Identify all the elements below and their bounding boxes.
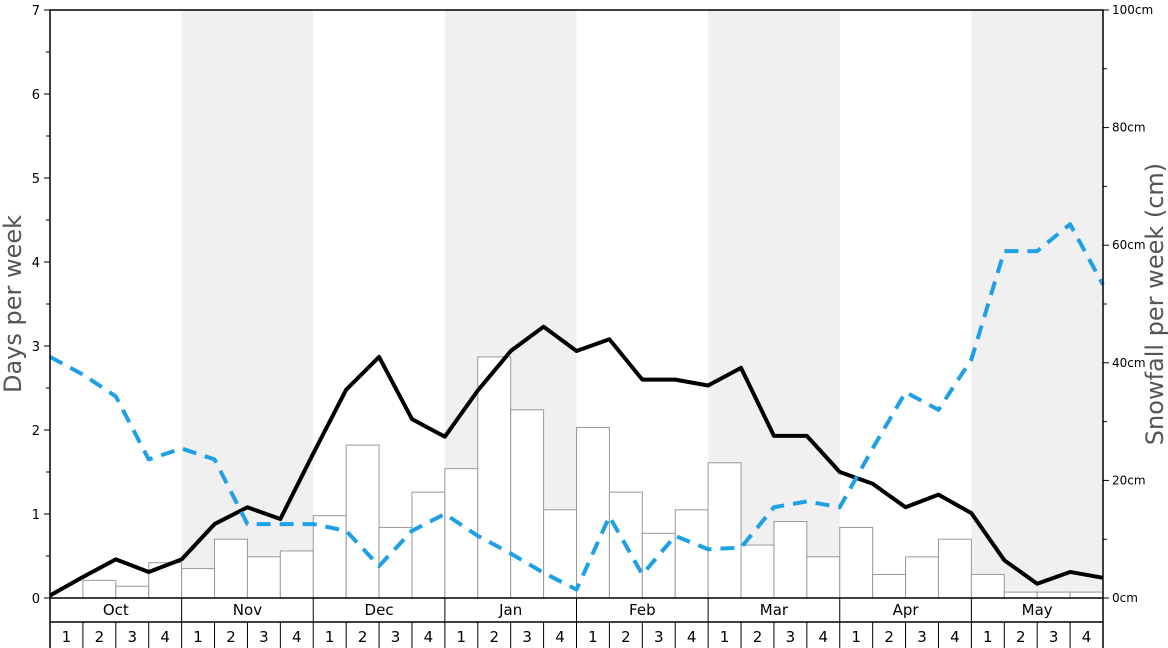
week-label: 3 xyxy=(1049,628,1059,646)
week-label: 2 xyxy=(753,628,763,646)
dashed-blue-line xyxy=(49,222,1105,592)
week-label: 4 xyxy=(819,628,829,646)
month-shade-may xyxy=(971,10,1103,598)
left-tick-label: 4 xyxy=(32,256,40,271)
week-label: 3 xyxy=(917,628,927,646)
week-label: 1 xyxy=(193,628,203,646)
snowfall-bar xyxy=(806,556,841,599)
snowfall-bar xyxy=(411,491,446,599)
week-label: 3 xyxy=(391,628,401,646)
week-label: 2 xyxy=(95,628,105,646)
week-label: 2 xyxy=(226,628,236,646)
month-label: Jan xyxy=(498,601,522,619)
snowfall-bar xyxy=(246,556,281,599)
month-label: Oct xyxy=(103,601,129,619)
week-label: 1 xyxy=(983,628,993,646)
right-tick-label: 60cm xyxy=(1112,238,1146,252)
week-label: 1 xyxy=(851,628,861,646)
week-label: 3 xyxy=(522,628,532,646)
right-tick-label: 40cm xyxy=(1112,356,1146,370)
left-tick-label: 0 xyxy=(32,592,40,607)
snowfall-bar xyxy=(510,409,545,599)
left-tick-label: 5 xyxy=(32,172,40,187)
month-label: Dec xyxy=(365,601,394,619)
right-axis: 0cm 20cm 40cm 60cm 80cm 100cm xyxy=(1103,3,1153,605)
week-label: 1 xyxy=(720,628,730,646)
snowfall-bar xyxy=(872,573,907,599)
right-tick-label: 20cm xyxy=(1112,473,1146,487)
snowfall-bar xyxy=(115,585,150,599)
month-shading-layer xyxy=(181,10,1103,598)
week-label: 4 xyxy=(1082,628,1092,646)
right-axis-title: Snowfall per week (cm) xyxy=(1141,163,1168,445)
month-label: Apr xyxy=(893,601,920,619)
snowfall-bar xyxy=(477,356,512,599)
week-label: 4 xyxy=(292,628,302,646)
snowfall-bar xyxy=(543,509,577,599)
snowfall-bar xyxy=(82,579,117,599)
snowfall-bar xyxy=(181,568,216,599)
snowfall-bar xyxy=(740,544,775,599)
week-label: 4 xyxy=(687,628,697,646)
week-label: 3 xyxy=(259,628,269,646)
week-label: 4 xyxy=(160,628,170,646)
month-shade-nov xyxy=(181,10,314,598)
snowfall-bar xyxy=(345,444,380,599)
snowfall-bar xyxy=(576,426,610,599)
snowfall-bar xyxy=(839,526,874,599)
week-label: 4 xyxy=(555,628,565,646)
month-label: Mar xyxy=(760,601,789,619)
left-axis-title: Days per week xyxy=(0,215,27,393)
week-label: 1 xyxy=(588,628,598,646)
week-label: 4 xyxy=(950,628,960,646)
week-label: 1 xyxy=(62,628,72,646)
left-tick-label: 6 xyxy=(32,88,40,103)
week-label: 3 xyxy=(654,628,664,646)
month-label: Feb xyxy=(629,601,656,619)
week-label: 2 xyxy=(1016,628,1026,646)
snowfall-bar xyxy=(905,556,939,599)
snowfall-bar xyxy=(937,538,972,599)
month-label: May xyxy=(1022,601,1053,619)
solid-black-line xyxy=(49,324,1104,598)
snowfall-bar xyxy=(970,573,1005,599)
month-label: Nov xyxy=(233,601,262,619)
day-lines xyxy=(49,222,1105,598)
week-label: 1 xyxy=(457,628,467,646)
snowfall-bar xyxy=(674,509,709,599)
right-tick-label: 80cm xyxy=(1112,121,1146,135)
left-tick-label: 2 xyxy=(32,424,40,439)
week-label: 2 xyxy=(884,628,894,646)
snowfall-bar xyxy=(707,462,742,599)
week-label: 3 xyxy=(127,628,137,646)
snowfall-bar xyxy=(1069,591,1104,599)
left-tick-label: 3 xyxy=(32,340,40,355)
snowfall-bar xyxy=(1036,591,1071,599)
snowfall-bar xyxy=(279,550,314,599)
right-tick-label: 0cm xyxy=(1112,591,1138,605)
snowfall-bar xyxy=(773,521,808,599)
week-label: 3 xyxy=(786,628,796,646)
month-week-axis: Oct 1 2 3 4 Nov 1 2 3 4 Dec 1 2 3 4 Jan 1 2 3 4 Feb 1 2 3 4 Mar 1 2… xyxy=(49,598,1104,648)
week-label: 4 xyxy=(424,628,434,646)
snowfall-bars xyxy=(82,356,1104,599)
snowfall-bar xyxy=(1003,591,1038,599)
week-label: 2 xyxy=(358,628,368,646)
left-axis: 0 1 2 3 4 5 6 7 xyxy=(32,4,50,607)
week-label: 2 xyxy=(621,628,631,646)
left-tick-label: 7 xyxy=(32,4,40,19)
right-tick-label: 100cm xyxy=(1112,3,1153,17)
left-tick-label: 1 xyxy=(32,508,40,523)
week-label: 2 xyxy=(489,628,499,646)
week-label: 1 xyxy=(325,628,335,646)
snowfall-bar xyxy=(214,538,248,599)
